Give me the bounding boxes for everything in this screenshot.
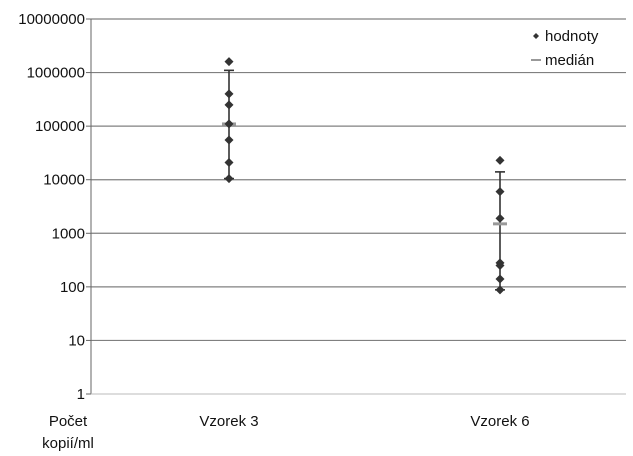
legend-label-hodnoty: hodnoty [545,28,599,45]
y-axis-label-line: kopií/ml [42,435,94,452]
data-point [495,285,505,295]
y-axis-label: Počet kopií/ml [42,413,94,452]
data-point [495,187,505,197]
y-tick-label: 10000000 [18,11,85,28]
legend: hodnoty medián [531,28,599,69]
y-tick-label: 100000 [35,118,85,135]
data-point [224,135,234,145]
data-point [224,100,234,110]
data-point [224,174,234,184]
data-point [495,155,505,165]
data-point [224,119,234,129]
category-labels: Vzorek 3 Vzorek 6 [199,413,529,430]
axes [86,18,626,395]
data-point [224,89,234,99]
y-tick-label: 1000 [52,225,85,242]
y-tick-label: 1000000 [27,65,85,82]
y-tick-label: 10000 [43,172,85,189]
data-point [495,274,505,284]
gridlines [91,18,626,342]
median-marks [222,122,507,226]
category-label: Vzorek 3 [199,413,258,430]
data-point [495,261,505,271]
data-points [224,57,505,295]
legend-marker-hodnoty [533,33,539,39]
y-tick-label: 1 [77,386,85,403]
y-axis-label-line: Počet [49,413,88,430]
category-label: Vzorek 6 [470,413,529,430]
data-point [224,157,234,167]
y-tick-label: 100 [60,279,85,296]
data-point [495,213,505,223]
data-point [224,57,234,67]
y-tick-labels: 10000000 1000000 100000 10000 1000 100 10 1 [18,11,85,403]
legend-label-median: medián [545,52,594,69]
y-tick-label: 10 [68,332,85,349]
